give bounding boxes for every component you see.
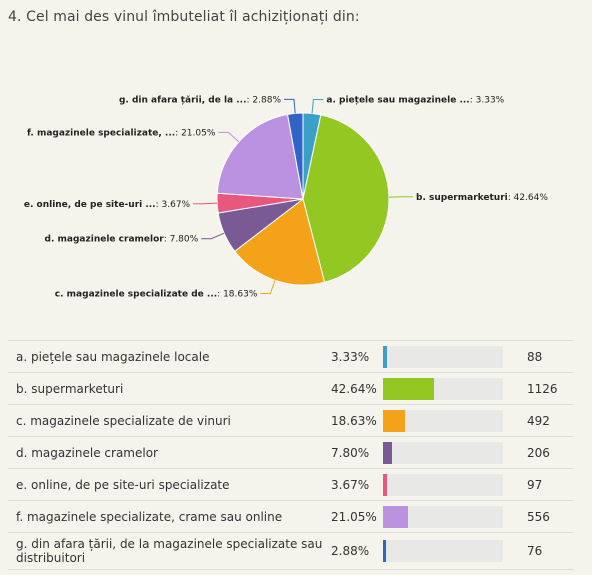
answer-count: 492 xyxy=(523,404,574,437)
bar-fill xyxy=(383,540,387,562)
answer-percent: 18.63% xyxy=(331,404,383,437)
bar-track xyxy=(383,441,503,464)
answer-percent: 3.67% xyxy=(331,468,383,501)
answer-label: b. supermarketuri xyxy=(8,372,331,405)
bar-fill xyxy=(383,409,406,432)
bar-track xyxy=(383,409,503,432)
bar-fill xyxy=(383,473,388,496)
answer-bar xyxy=(383,436,523,469)
answer-bar xyxy=(383,404,523,437)
question-title: 4. Cel mai des vinul îmbuteliat îl achiz… xyxy=(8,9,360,25)
answer-count: 206 xyxy=(523,436,574,469)
pie-label-f: f. magazinele specializate, ...: 21.05% xyxy=(27,128,216,138)
pie-connector-e xyxy=(193,202,218,205)
answer-bar xyxy=(383,500,523,533)
pie-chart-svg: a. piețele sau magazinele ...: 3.33% b. s… xyxy=(24,95,549,300)
answer-label: c. magazinele specializate de vinuri xyxy=(8,404,331,437)
pie-connector-g xyxy=(284,98,296,114)
pie-connector-c xyxy=(260,280,276,294)
answer-label: g. din afara țării, de la magazinele spe… xyxy=(8,532,331,570)
bar-fill xyxy=(383,345,387,368)
table-row: e. online, de pe site-uri specializate 3.… xyxy=(8,468,574,501)
answer-bar xyxy=(383,532,523,570)
pie-label-a: a. piețele sau magazinele ...: 3.33% xyxy=(326,96,504,106)
bar-fill xyxy=(383,441,393,464)
answer-count: 1126 xyxy=(523,372,574,405)
answer-bar xyxy=(383,340,523,373)
table-row: a. piețele sau magazinele locale 3.33% 88 xyxy=(8,340,574,373)
bar-fill xyxy=(383,505,409,528)
answer-percent: 21.05% xyxy=(331,500,383,533)
answer-count: 556 xyxy=(523,500,574,533)
pie-label-g: g. din afara țării, de la ...: 2.88% xyxy=(119,95,281,105)
pie-label-c: c. magazinele specializate de ...: 18.63… xyxy=(55,290,258,300)
table-row: b. supermarketuri 42.64% 1126 xyxy=(8,372,574,405)
pie-label-e: e. online, de pe site-uri ...: 3.67% xyxy=(24,200,191,210)
answer-percent: 2.88% xyxy=(331,532,383,570)
answer-percent: 7.80% xyxy=(331,436,383,469)
answer-count: 76 xyxy=(523,532,574,570)
answer-label: a. piețele sau magazinele locale xyxy=(8,340,331,373)
bar-fill xyxy=(383,377,435,400)
pie-connector-d xyxy=(201,232,225,240)
table-row: g. din afara țării, de la magazinele spe… xyxy=(8,532,574,570)
pie-label-b: b. supermarketuri: 42.64% xyxy=(416,193,548,203)
answer-percent: 42.64% xyxy=(331,372,383,405)
answer-label: d. magazinele cramelor xyxy=(8,436,331,469)
bar-track xyxy=(383,473,503,496)
table-row: c. magazinele specializate de vinuri 18.6… xyxy=(8,404,574,437)
bar-track xyxy=(383,505,503,528)
bar-track xyxy=(383,540,503,562)
answer-count: 97 xyxy=(523,468,574,501)
results-table: a. piețele sau magazinele locale 3.33% 88 b… xyxy=(8,340,574,570)
answer-bar xyxy=(383,372,523,405)
answer-label: f. magazinele specializate, crame sau on… xyxy=(8,500,331,533)
pie-slice-f[interactable] xyxy=(216,113,304,200)
pie-connector-a xyxy=(311,99,324,114)
pie-slice-b[interactable] xyxy=(302,114,390,283)
pie-chart: a. piețele sau magazinele ...: 3.33% b. s… xyxy=(0,62,592,322)
bar-track xyxy=(383,345,503,368)
answer-count: 88 xyxy=(523,340,574,373)
pie-label-d: d. magazinele cramelor: 7.80% xyxy=(45,235,199,245)
pie-connector-f xyxy=(218,131,240,143)
bar-track xyxy=(383,377,503,400)
answer-label: e. online, de pe site-uri specializate xyxy=(8,468,331,501)
table-row: d. magazinele cramelor 7.80% 206 xyxy=(8,436,574,469)
answer-bar xyxy=(383,468,523,501)
answer-percent: 3.33% xyxy=(331,340,383,373)
table-row: f. magazinele specializate, crame sau on… xyxy=(8,500,574,533)
